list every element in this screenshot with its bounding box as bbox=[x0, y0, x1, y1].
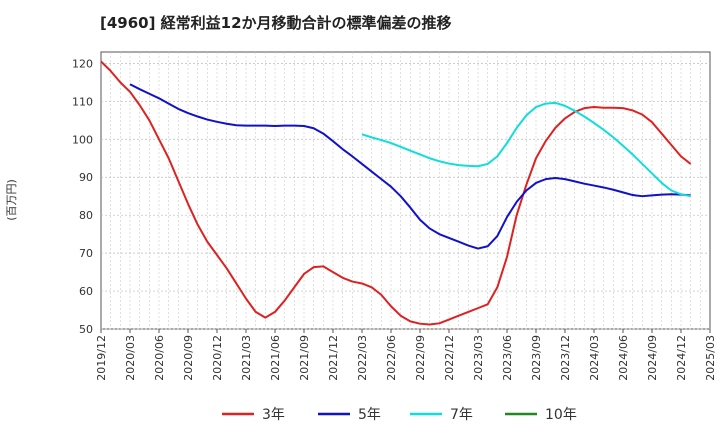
x-tick-label: 2021/03 bbox=[240, 335, 253, 381]
x-tick-label: 2021/12 bbox=[327, 335, 340, 381]
series-line-1 bbox=[129, 83, 691, 250]
x-tick-label: 2024/06 bbox=[617, 335, 630, 381]
x-tick-label: 2024/03 bbox=[588, 335, 601, 381]
y-tick-label: 60 bbox=[79, 285, 93, 298]
y-tick-label: 120 bbox=[72, 57, 93, 70]
x-tick-label: 2020/06 bbox=[153, 335, 166, 381]
x-tick-label: 2023/12 bbox=[559, 335, 572, 381]
y-tick-label: 50 bbox=[79, 323, 93, 336]
x-tick-label: 2021/09 bbox=[298, 335, 311, 381]
x-tick-label: 2019/12 bbox=[95, 335, 108, 381]
legend-label-1: 5年 bbox=[358, 407, 381, 423]
x-tick-label: 2021/06 bbox=[269, 335, 282, 381]
x-tick-label: 2025/03 bbox=[704, 335, 717, 381]
chart-title: [4960] 経常利益12か月移動合計の標準偏差の推移 bbox=[100, 14, 452, 32]
x-tick-label: 2024/09 bbox=[646, 335, 659, 381]
x-tick-label: 2020/09 bbox=[182, 335, 195, 381]
x-tick-label: 2020/12 bbox=[211, 335, 224, 381]
x-tick-label: 2023/09 bbox=[530, 335, 543, 381]
x-tick-label: 2022/06 bbox=[385, 335, 398, 381]
y-tick-label: 110 bbox=[72, 95, 93, 108]
y-axis-label: (百万円) bbox=[5, 179, 18, 221]
y-tick-label: 70 bbox=[79, 247, 93, 260]
x-tick-label: 2023/03 bbox=[472, 335, 485, 381]
y-tick-label: 90 bbox=[79, 171, 93, 184]
x-tick-label: 2022/03 bbox=[356, 335, 369, 381]
legend-label-2: 7年 bbox=[450, 407, 473, 423]
legend-label-3: 10年 bbox=[545, 407, 577, 423]
x-tick-label: 2020/03 bbox=[124, 335, 137, 381]
series-line-0 bbox=[100, 60, 692, 326]
y-tick-label: 100 bbox=[72, 133, 93, 146]
y-tick-label: 80 bbox=[79, 209, 93, 222]
x-tick-label: 2022/12 bbox=[443, 335, 456, 381]
plot-area bbox=[100, 51, 711, 330]
x-tick-label: 2023/06 bbox=[501, 335, 514, 381]
legend-label-0: 3年 bbox=[262, 407, 285, 423]
x-tick-label: 2024/12 bbox=[675, 335, 688, 381]
x-tick-label: 2022/09 bbox=[414, 335, 427, 381]
series-line-2 bbox=[361, 101, 691, 198]
